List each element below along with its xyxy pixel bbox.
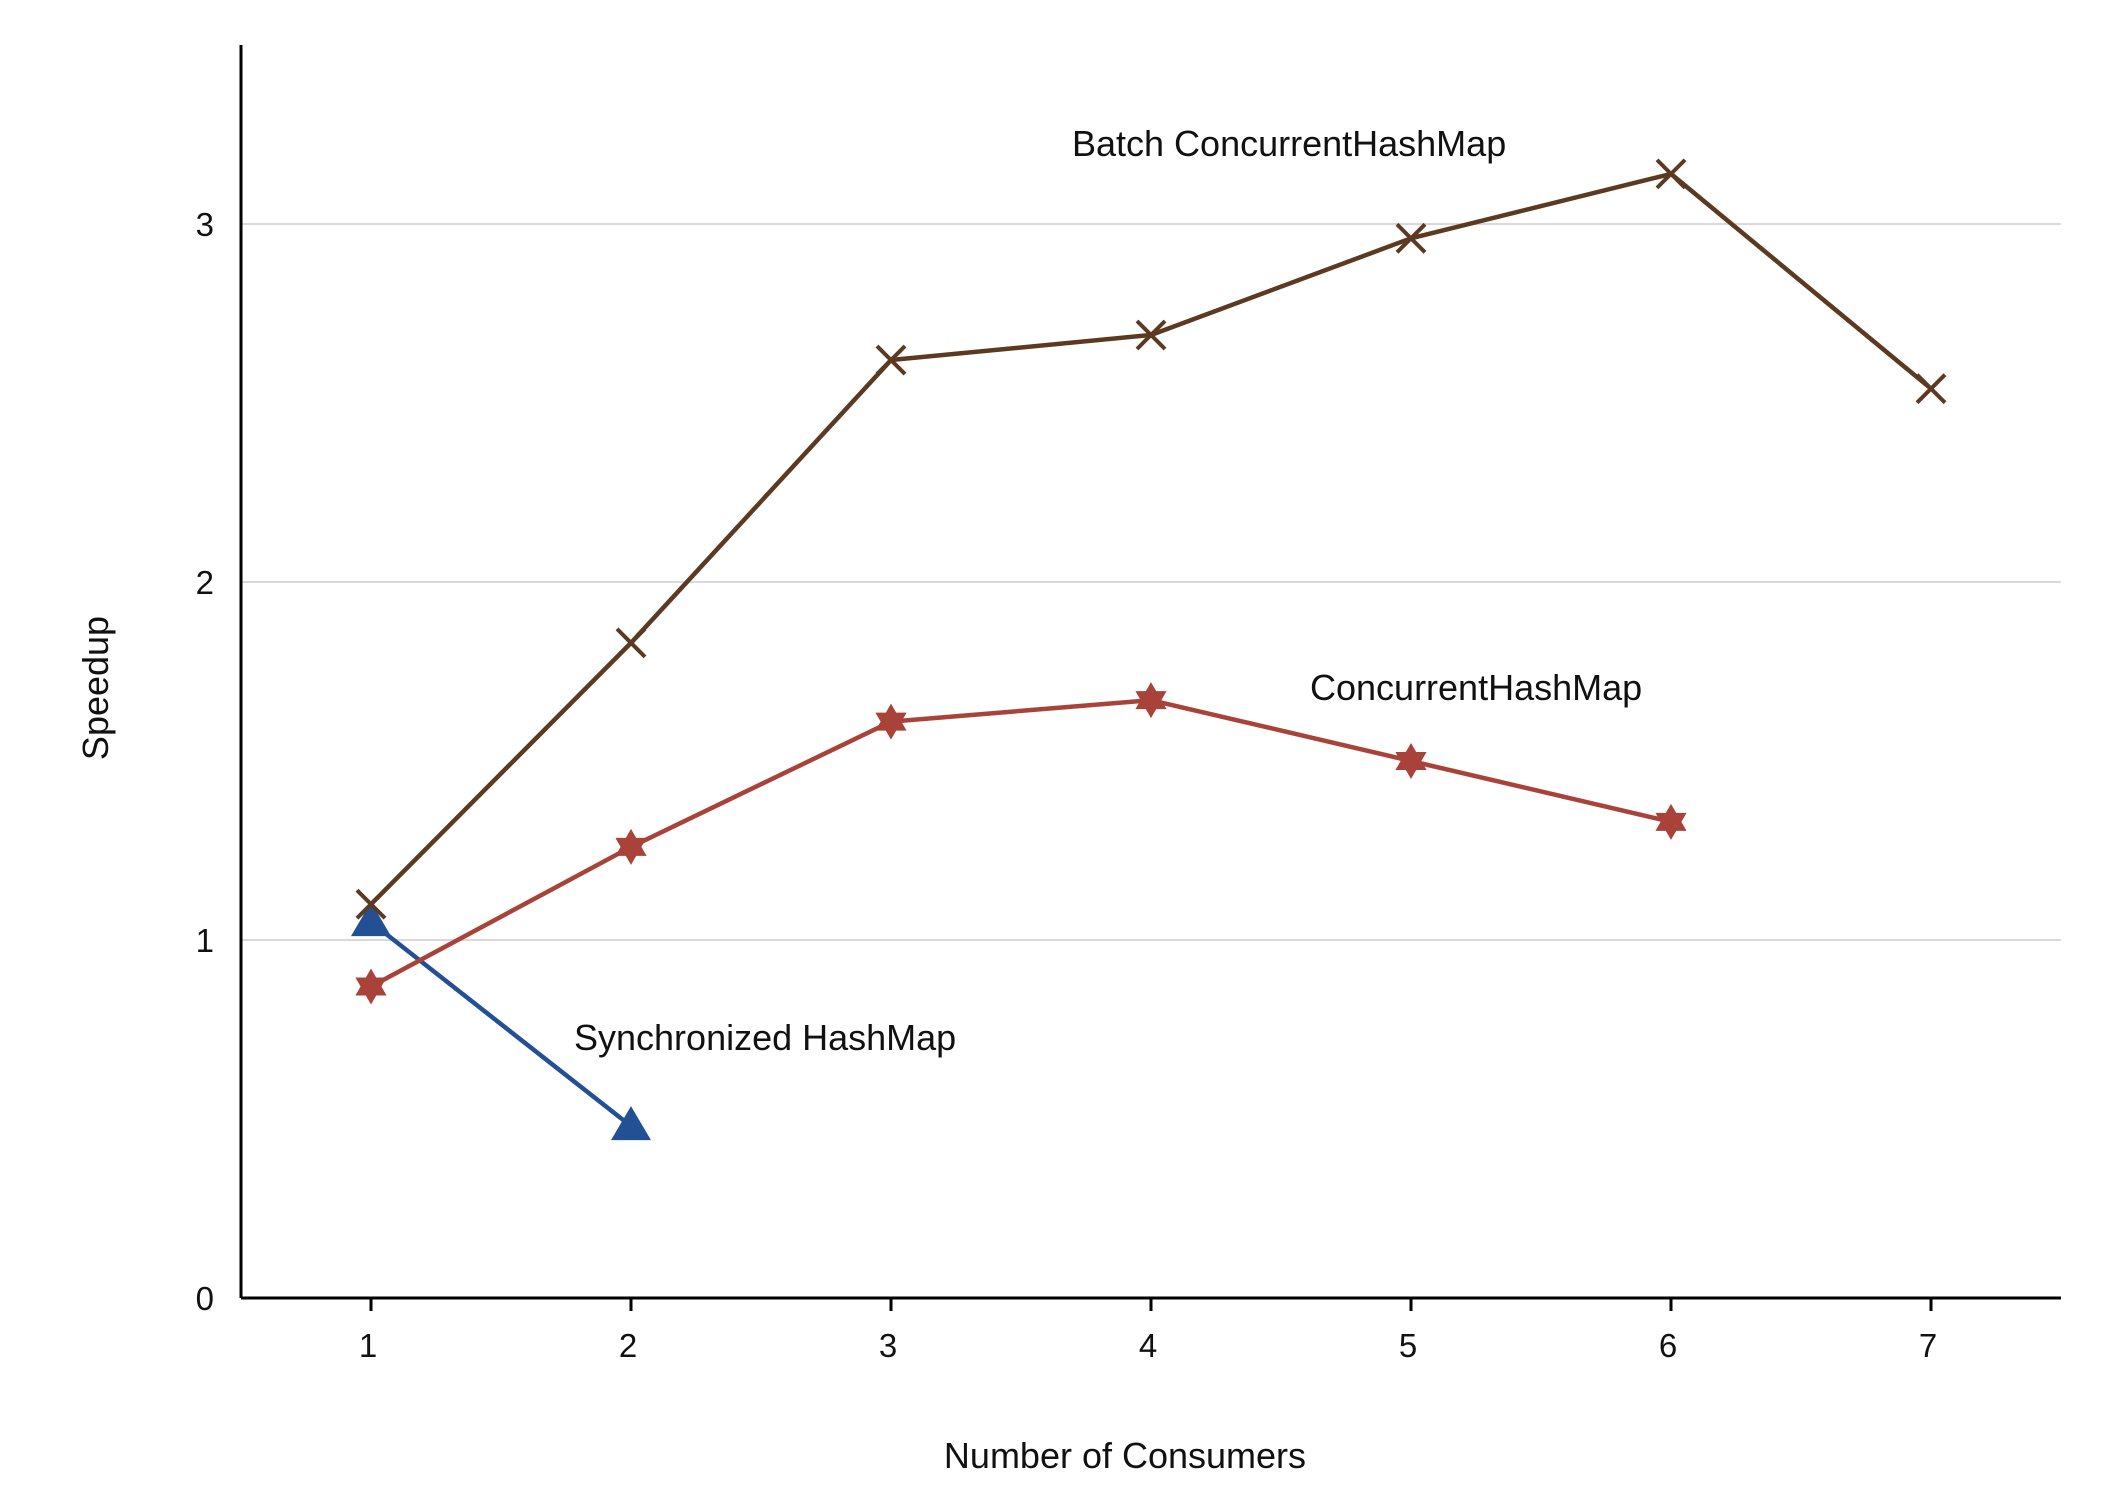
x-axis-title: Number of Consumers xyxy=(944,1435,1306,1476)
point-batch-concurrenthashmap-4 xyxy=(1135,319,1167,351)
point-concurrenthashmap-1 xyxy=(355,968,387,1005)
y-axis-title: Speedup xyxy=(75,616,116,760)
series-synchronized-hashmap xyxy=(351,902,651,1141)
point-batch-concurrenthashmap-3 xyxy=(875,344,907,376)
x-tick-label-7: 7 xyxy=(1919,1327,1937,1364)
point-batch-concurrenthashmap-2 xyxy=(615,627,647,659)
axes xyxy=(239,45,2061,1311)
series-label-batch-concurrenthashmap: Batch ConcurrentHashMap xyxy=(1072,123,1506,164)
point-concurrenthashmap-3 xyxy=(875,703,907,740)
series-labels: Batch ConcurrentHashMap ConcurrentHashMa… xyxy=(574,123,1642,1058)
series-label-synchronized-hashmap: Synchronized HashMap xyxy=(574,1017,956,1058)
series-line-batch-concurrenthashmap xyxy=(369,171,1933,906)
y-tick-label-3: 3 xyxy=(196,206,214,243)
series-line-concurrenthashmap xyxy=(369,697,1672,989)
point-batch-concurrenthashmap-5 xyxy=(1395,222,1427,254)
point-batch-concurrenthashmap-7 xyxy=(1915,373,1947,405)
point-synchronized-hashmap-1 xyxy=(351,902,391,937)
x-tick-label-1: 1 xyxy=(359,1327,377,1364)
y-tick-label-2: 2 xyxy=(196,564,214,601)
x-tick-label-6: 6 xyxy=(1659,1327,1677,1364)
point-concurrenthashmap-4 xyxy=(1135,682,1167,719)
tick-labels: 1 2 3 4 5 6 7 0 1 2 3 xyxy=(196,206,1938,1364)
x-tick-label-2: 2 xyxy=(619,1327,637,1364)
y-tick-label-1: 1 xyxy=(196,922,214,959)
point-batch-concurrenthashmap-6 xyxy=(1655,158,1687,190)
series-batch-concurrenthashmap xyxy=(355,158,1947,920)
x-tick-label-5: 5 xyxy=(1399,1327,1417,1364)
point-concurrenthashmap-2 xyxy=(615,828,647,865)
series xyxy=(351,158,1947,1141)
point-batch-concurrenthashmap-1 xyxy=(355,888,387,920)
x-tick-label-4: 4 xyxy=(1139,1327,1157,1364)
point-concurrenthashmap-5 xyxy=(1395,743,1427,779)
series-line-synchronized-hashmap xyxy=(369,920,633,1128)
point-synchronized-hashmap-2 xyxy=(611,1106,651,1141)
series-label-concurrenthashmap: ConcurrentHashMap xyxy=(1310,667,1642,708)
series-concurrenthashmap xyxy=(355,682,1687,1005)
y-tick-label-0: 0 xyxy=(196,1280,214,1317)
point-concurrenthashmap-6 xyxy=(1655,803,1687,840)
gridlines xyxy=(241,223,2061,941)
x-tick-label-3: 3 xyxy=(879,1327,897,1364)
